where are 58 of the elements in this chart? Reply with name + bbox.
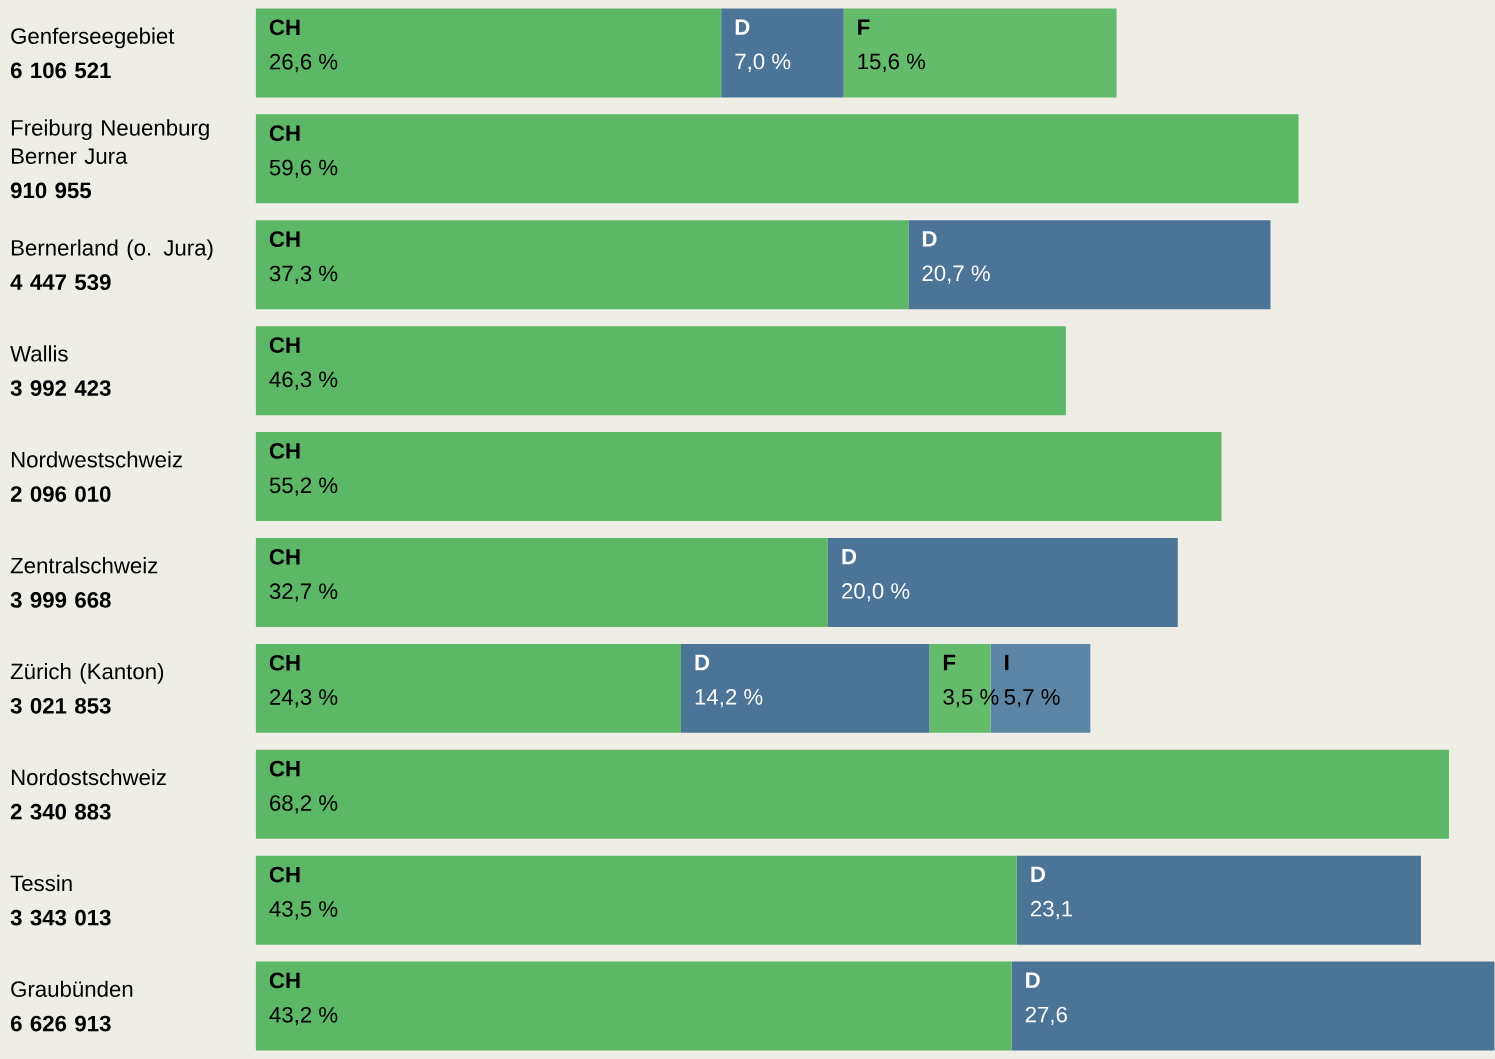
y-tick-label: Zentralschweiz <box>10 557 158 574</box>
text: CH <box>269 548 300 565</box>
text: CH <box>269 443 300 459</box>
series-label: D <box>922 231 937 247</box>
data-label: 20,0 % <box>842 583 910 602</box>
text: CH <box>269 337 300 353</box>
y-tick-label: Zürich (Kanton) <box>10 663 164 684</box>
text: D <box>695 654 710 671</box>
text: 6 626 913 <box>10 1015 111 1032</box>
data-label: 43,2 % <box>269 1006 338 1026</box>
series-label: F <box>943 654 956 671</box>
data-label: 68,2 % <box>270 795 338 814</box>
text: CH <box>269 125 300 142</box>
text: D <box>1026 972 1040 988</box>
data-label: 27,6 <box>1025 1006 1067 1026</box>
text: 3 999 668 <box>10 592 111 608</box>
text: 910 955 <box>10 182 92 199</box>
data-label: 32,7 % <box>269 583 338 602</box>
data-label: 14,2 % <box>695 689 763 708</box>
data-label: 46,3 % <box>269 371 338 390</box>
text: CH <box>269 866 300 883</box>
data-label: 59,6 % <box>269 159 338 179</box>
text: 3 021 853 <box>10 697 111 714</box>
y-tick-label: Nordostschweiz <box>11 768 166 786</box>
data-label: 5,7 % <box>1004 689 1060 708</box>
data-label: 26,6 % <box>270 53 338 73</box>
y-tick-label: Bernerland (o. Jura) <box>11 239 213 261</box>
series-label: I <box>1005 654 1009 671</box>
data-label: 24,3 % <box>270 689 338 708</box>
y-tick-label: Wallis <box>10 345 68 362</box>
series-label: CH <box>269 231 300 247</box>
text: D <box>735 19 750 35</box>
y-tick-label: Freiburg Neuenburg Berner Jura <box>11 119 209 164</box>
text: 4 447 539 <box>10 274 111 291</box>
text: 6 106 521 <box>10 62 111 79</box>
y-tick-label: Graubünden <box>11 980 133 998</box>
text: 3 343 013 <box>10 909 111 926</box>
text: CH <box>269 654 300 671</box>
text: D <box>1031 866 1046 882</box>
data-label: 23,1 <box>1031 900 1073 920</box>
y-tick-label: Nordwestschweiz <box>11 451 182 468</box>
data-label: 7,0 % <box>735 53 791 72</box>
text: CH <box>269 19 300 36</box>
text: CH <box>269 972 300 989</box>
data-label: 15,6 % <box>858 53 926 72</box>
text: 2 096 010 <box>10 486 111 502</box>
text: F <box>858 19 870 35</box>
data-label: 3,5 % <box>943 689 999 708</box>
data-label: 37,3 % <box>269 265 338 284</box>
text: 2 340 883 <box>10 803 111 820</box>
y-tick-label: Tessin <box>10 874 72 892</box>
data-label: 43,5 % <box>269 901 338 920</box>
text: CH <box>269 760 300 777</box>
text: 3 992 423 <box>10 380 111 397</box>
data-label: 55,2 % <box>269 477 338 496</box>
y-tick-label: Genferseegebiet <box>11 27 175 49</box>
data-label: 20,7 % <box>922 265 990 284</box>
text: D <box>842 548 857 565</box>
